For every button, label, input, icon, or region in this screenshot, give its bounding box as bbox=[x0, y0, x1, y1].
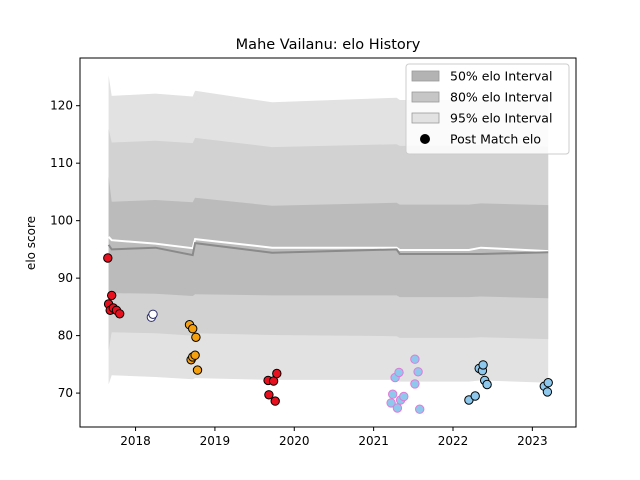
y-tick-label: 120 bbox=[50, 99, 73, 113]
post-match-point bbox=[478, 360, 488, 370]
post-match-point bbox=[410, 354, 420, 364]
post-match-point bbox=[399, 391, 409, 402]
legend-swatch-50-elo-interval bbox=[411, 70, 440, 82]
post-match-point bbox=[103, 253, 113, 263]
x-tick-label: 2018 bbox=[120, 434, 151, 448]
post-match-point bbox=[115, 309, 125, 319]
elo-line-2 bbox=[107, 241, 549, 257]
x-axis: 2018 2019 2020 2021 2022 2023 bbox=[120, 427, 548, 448]
x-tick-label: 2022 bbox=[438, 434, 469, 448]
post-match-point bbox=[188, 324, 198, 334]
legend-label-95-elo-interval: 95% elo Interval bbox=[450, 111, 552, 126]
chart-title: Mahe Vailanu: elo History bbox=[236, 37, 421, 53]
legend-marker-post-match-elo bbox=[420, 134, 430, 144]
legend-swatch-95-elo-interval bbox=[411, 112, 440, 124]
legend-label-post-match-elo: Post Match elo bbox=[450, 132, 541, 147]
legend-label-50-elo-interval: 50% elo Interval bbox=[450, 69, 552, 84]
post-match-point bbox=[272, 368, 282, 379]
post-match-point bbox=[394, 367, 404, 378]
y-tick-label: 90 bbox=[58, 271, 73, 285]
post-match-point bbox=[470, 391, 480, 401]
band-50-elo-interval bbox=[108, 176, 549, 306]
post-match-point bbox=[410, 379, 420, 389]
x-tick-label: 2020 bbox=[279, 434, 310, 448]
y-tick-label: 70 bbox=[58, 386, 73, 400]
post-match-point bbox=[482, 379, 492, 390]
post-match-point bbox=[413, 367, 423, 377]
post-match-point bbox=[543, 378, 553, 388]
post-match-point bbox=[542, 387, 553, 397]
x-tick-label: 2023 bbox=[517, 434, 548, 448]
x-tick-label: 2021 bbox=[358, 434, 389, 448]
post-match-point bbox=[148, 309, 158, 319]
post-match-point bbox=[192, 365, 203, 375]
post-match-point bbox=[392, 403, 403, 413]
elo-lines bbox=[107, 236, 549, 257]
legend-box bbox=[405, 63, 570, 155]
post-match-point bbox=[270, 396, 280, 406]
post-match-point bbox=[264, 390, 274, 400]
y-tick-label: 110 bbox=[50, 156, 73, 170]
elo-line-1 bbox=[107, 236, 549, 253]
plot-frame bbox=[79, 57, 577, 428]
y-tick-label: 80 bbox=[58, 329, 73, 343]
legend: 50% elo Interval 80% elo Interval 95% elo … bbox=[405, 63, 570, 155]
post-match-point bbox=[107, 290, 117, 301]
y-axis: 70 80 90 100 110 120 bbox=[50, 99, 80, 400]
legend-label-80-elo-interval: 80% elo Interval bbox=[450, 90, 552, 105]
post-match-point bbox=[190, 350, 200, 360]
post-match-point bbox=[191, 332, 201, 342]
post-match-point bbox=[388, 389, 398, 399]
post-match-point bbox=[415, 404, 425, 414]
post-match-points bbox=[103, 253, 553, 414]
y-tick-label: 100 bbox=[50, 214, 73, 228]
legend-swatch-80-elo-interval bbox=[411, 91, 440, 103]
y-axis-label: elo score bbox=[24, 216, 38, 270]
x-tick-label: 2019 bbox=[200, 434, 231, 448]
post-match-point bbox=[386, 398, 396, 408]
